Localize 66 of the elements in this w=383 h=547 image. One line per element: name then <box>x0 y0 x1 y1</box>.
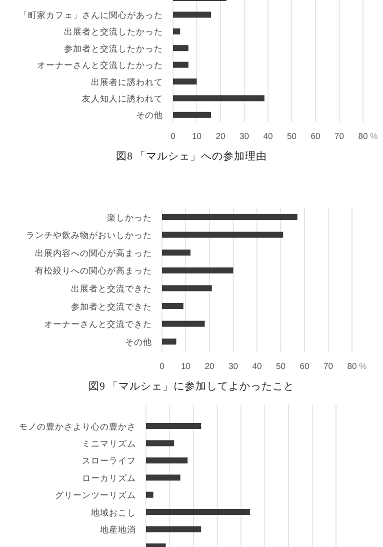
x-tick-label: 10 <box>192 131 202 141</box>
x-axis-title: % <box>359 361 367 371</box>
x-axis-title: % <box>370 131 378 141</box>
y-tick-label: スローライフ <box>82 456 136 466</box>
x-tick-label: 30 <box>239 131 250 141</box>
bar <box>146 457 188 464</box>
x-tick-label: 70 <box>334 131 344 141</box>
bar <box>162 320 205 327</box>
x-tick-label: 20 <box>216 131 226 141</box>
bar <box>162 303 184 309</box>
x-tick-label: 40 <box>263 131 273 141</box>
x-tick-label: 50 <box>276 361 286 371</box>
y-tick-label: 友人知人に誘われて <box>82 94 163 104</box>
bar <box>173 12 211 18</box>
bar <box>146 440 174 446</box>
y-tick-label: その他 <box>125 336 152 347</box>
y-tick-label: ミニマリズム <box>82 438 136 448</box>
x-tick-label: 10 <box>180 361 191 371</box>
y-tick-label: 有松絞りへの関心が高まった <box>35 266 152 276</box>
y-tick-label: 参加者と交流したかった <box>64 43 163 54</box>
y-tick-label: 出展者と交流できた <box>71 284 152 294</box>
y-tick-label: 出展者と交流したかった <box>64 26 163 37</box>
bar <box>162 267 234 274</box>
y-tick-label: ローカリズム <box>82 472 136 483</box>
y-tick-label: その他 <box>136 110 163 120</box>
bar <box>162 285 212 292</box>
text: 図8 「マルシェ」への参加理由 <box>116 150 267 163</box>
bar <box>162 250 190 256</box>
x-tick-label: 40 <box>252 361 262 371</box>
y-tick-label: 地産地消 <box>99 524 136 534</box>
bar <box>162 232 284 238</box>
bar <box>162 214 298 220</box>
bar <box>173 45 188 52</box>
y-tick-label: 地域おこし <box>90 507 136 518</box>
bar <box>146 423 202 429</box>
x-tick-label: 0 <box>160 361 165 371</box>
text: 図9 「マルシェ」に参加してよかったこと <box>88 380 294 393</box>
x-tick-label: 80 <box>358 131 368 141</box>
bar <box>162 338 176 345</box>
bar <box>173 28 180 34</box>
x-tick-label: 70 <box>323 361 334 371</box>
y-tick-label: オーナーさんと交流できた <box>44 319 152 330</box>
bar <box>173 62 188 68</box>
bar <box>146 474 180 481</box>
bar <box>146 492 154 498</box>
y-tick-label: 出展内容への関心が高まった <box>35 248 152 258</box>
x-tick-label: 60 <box>310 131 320 141</box>
bar <box>146 526 202 532</box>
bar <box>146 509 250 515</box>
y-tick-label: ランチや飲み物がおいしかった <box>26 230 152 240</box>
y-tick-label: 出展者に誘われて <box>91 76 163 87</box>
bar <box>173 112 211 118</box>
x-tick-label: 60 <box>300 361 310 371</box>
x-tick-label: 20 <box>204 361 214 371</box>
y-tick-label: モノの豊かさより心の豊かさ <box>19 421 136 432</box>
y-tick-label: 参加者と交流できた <box>71 301 152 312</box>
bar <box>173 78 197 84</box>
x-tick-label: 30 <box>228 361 238 371</box>
y-tick-label: 楽しかった <box>107 212 152 222</box>
bar <box>173 95 264 102</box>
y-tick-label: オーナーさんと交流したかった <box>37 60 163 70</box>
y-tick-label: グリーンツーリズム <box>55 490 136 500</box>
y-tick-label: 「町家カフェ」さんに関心があった <box>19 10 163 20</box>
x-tick-label: 50 <box>286 131 297 141</box>
x-tick-label: 80 <box>347 361 357 371</box>
x-tick-label: 0 <box>170 131 176 141</box>
